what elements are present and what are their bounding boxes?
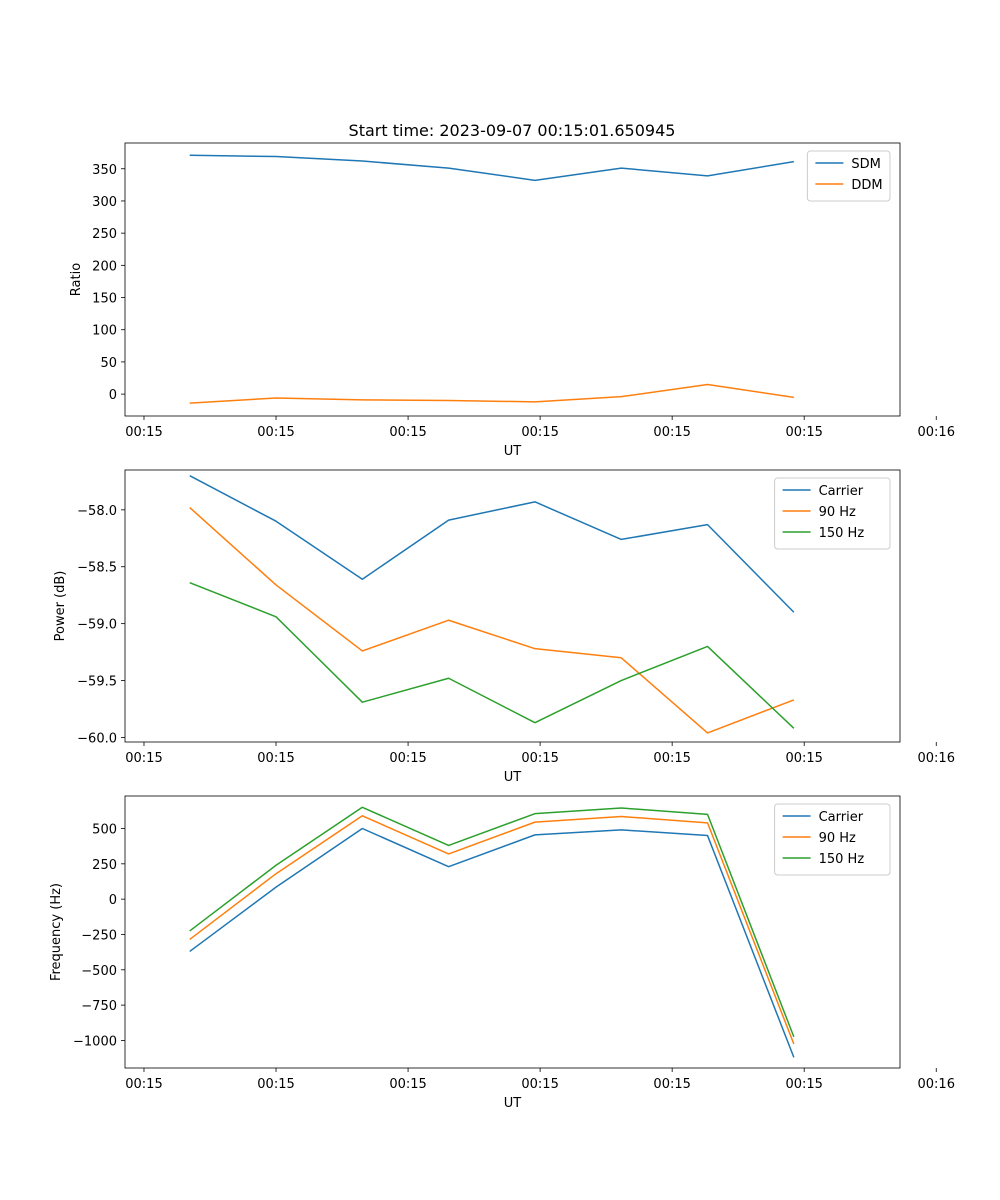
x-tick-label: 00:15 bbox=[521, 751, 558, 766]
x-tick-label: 00:16 bbox=[918, 425, 955, 440]
series-line-sdm bbox=[189, 154, 794, 182]
y-tick-label: 250 bbox=[92, 227, 117, 242]
series-line-150-hz bbox=[189, 581, 795, 729]
x-axis-label: UT bbox=[504, 770, 522, 785]
y-tick-label: −1000 bbox=[73, 1034, 117, 1049]
x-axis-label: UT bbox=[504, 1096, 522, 1111]
x-tick-label: 00:15 bbox=[389, 751, 426, 766]
figure-title: Start time: 2023-09-07 00:15:01.650945 bbox=[349, 121, 676, 140]
x-tick-label: 00:15 bbox=[785, 751, 822, 766]
y-tick-label: −58.0 bbox=[77, 504, 117, 519]
y-tick-label: 300 bbox=[92, 195, 117, 210]
y-tick-label: −250 bbox=[81, 928, 117, 943]
x-tick-label: 00:16 bbox=[918, 1077, 955, 1092]
y-tick-label: 0 bbox=[109, 388, 117, 403]
series-line-90-hz bbox=[189, 815, 795, 1045]
x-tick-label: 00:15 bbox=[785, 1077, 822, 1092]
y-tick-label: −58.5 bbox=[77, 561, 117, 576]
x-tick-label: 00:15 bbox=[257, 751, 294, 766]
axes-frame bbox=[124, 795, 901, 1069]
x-tick-label: 00:15 bbox=[125, 425, 162, 440]
y-tick-label: 100 bbox=[92, 324, 117, 339]
chart-panel-3: 00:15 00:15 00:15 00:15 00:15 00:15 00:16 −1000… bbox=[49, 795, 955, 1111]
series-line-carrier bbox=[189, 475, 795, 613]
axes-frame bbox=[124, 469, 901, 743]
legend-label: DDM bbox=[851, 178, 882, 193]
x-tick-label: 00:15 bbox=[521, 1077, 558, 1092]
y-tick-label: 500 bbox=[92, 822, 117, 837]
y-tick-label: 0 bbox=[109, 893, 117, 908]
y-tick-label: −59.0 bbox=[77, 618, 117, 633]
x-tick-label: 00:15 bbox=[125, 751, 162, 766]
charts: 00:15 00:15 00:15 00:15 00:15 00:15 00:16 0 50 10… bbox=[49, 142, 955, 1111]
legend-label: Carrier bbox=[819, 484, 864, 499]
legend-label: Carrier bbox=[819, 810, 864, 825]
x-tick-label: 00:16 bbox=[918, 751, 955, 766]
legend-label: 150 Hz bbox=[819, 526, 865, 541]
series-line-90-hz bbox=[189, 507, 795, 734]
y-tick-label: 50 bbox=[100, 356, 117, 371]
y-axis-label: Frequency (Hz) bbox=[49, 883, 64, 981]
legend-label: 150 Hz bbox=[819, 852, 865, 867]
chart-panel-2: 00:15 00:15 00:15 00:15 00:15 00:15 00:16 −60.0… bbox=[53, 469, 955, 785]
series-line-ddm bbox=[189, 383, 794, 404]
x-tick-label: 00:15 bbox=[257, 425, 294, 440]
y-tick-label: 250 bbox=[92, 858, 117, 873]
x-tick-label: 00:15 bbox=[653, 425, 690, 440]
x-tick-label: 00:15 bbox=[653, 1077, 690, 1092]
x-tick-label: 00:15 bbox=[257, 1077, 294, 1092]
y-tick-label: 200 bbox=[92, 259, 117, 274]
x-tick-label: 00:15 bbox=[125, 1077, 162, 1092]
legend-label: SDM bbox=[851, 157, 880, 172]
y-tick-label: −750 bbox=[81, 999, 117, 1014]
legend-label: 90 Hz bbox=[819, 505, 856, 520]
y-tick-label: 350 bbox=[92, 163, 117, 178]
series-line-150-hz bbox=[189, 806, 795, 1038]
x-tick-label: 00:15 bbox=[389, 1077, 426, 1092]
x-tick-label: 00:15 bbox=[653, 751, 690, 766]
y-tick-label: 150 bbox=[92, 292, 117, 307]
x-tick-label: 00:15 bbox=[389, 425, 426, 440]
y-tick-label: −500 bbox=[81, 964, 117, 979]
series-line-carrier bbox=[189, 827, 795, 1058]
axes-frame bbox=[124, 142, 901, 417]
y-tick-label: −60.0 bbox=[77, 731, 117, 746]
legend-label: 90 Hz bbox=[819, 831, 856, 846]
x-axis-label: UT bbox=[504, 444, 522, 459]
y-axis-label: Ratio bbox=[69, 263, 84, 296]
y-axis-label: Power (dB) bbox=[53, 571, 68, 642]
x-tick-label: 00:15 bbox=[785, 425, 822, 440]
y-tick-label: −59.5 bbox=[77, 675, 117, 690]
chart-panel-1: 00:15 00:15 00:15 00:15 00:15 00:15 00:16 0 50 10… bbox=[69, 142, 955, 459]
x-tick-label: 00:15 bbox=[521, 425, 558, 440]
